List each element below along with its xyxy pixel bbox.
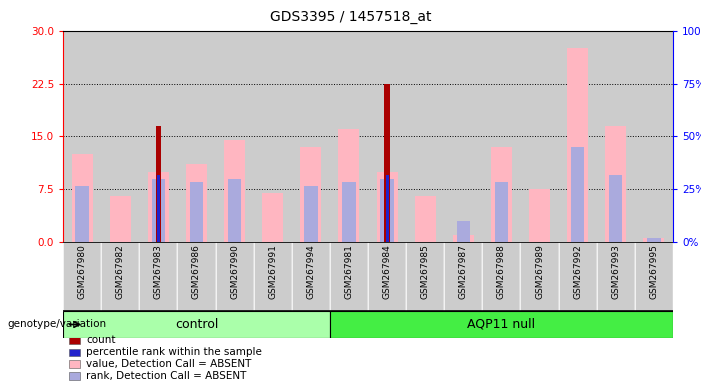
Bar xyxy=(157,175,160,242)
Bar xyxy=(381,179,394,242)
Bar xyxy=(456,221,470,242)
Bar xyxy=(63,242,101,311)
Bar xyxy=(177,242,216,311)
Text: GDS3395 / 1457518_at: GDS3395 / 1457518_at xyxy=(270,10,431,23)
Bar xyxy=(156,126,161,242)
Bar xyxy=(224,140,245,242)
Bar xyxy=(262,193,283,242)
Text: GSM267987: GSM267987 xyxy=(459,244,468,299)
Bar xyxy=(139,31,177,242)
Bar xyxy=(190,182,203,242)
Bar xyxy=(597,31,635,242)
Bar xyxy=(110,196,131,242)
Bar xyxy=(292,31,330,242)
Bar xyxy=(216,31,254,242)
Bar xyxy=(330,311,673,338)
Bar xyxy=(571,147,585,242)
Bar xyxy=(228,179,241,242)
Bar xyxy=(254,31,292,242)
Bar xyxy=(342,182,355,242)
Text: GSM267980: GSM267980 xyxy=(78,244,87,299)
Bar xyxy=(300,147,321,242)
Text: GSM267984: GSM267984 xyxy=(383,244,392,299)
Bar xyxy=(139,242,177,311)
Text: GSM267990: GSM267990 xyxy=(230,244,239,299)
Bar xyxy=(635,242,673,311)
Bar xyxy=(148,172,169,242)
Bar xyxy=(559,31,597,242)
Bar xyxy=(453,235,474,242)
Bar xyxy=(63,311,330,338)
Bar xyxy=(69,372,80,380)
Text: GSM267993: GSM267993 xyxy=(611,244,620,299)
Text: GSM267988: GSM267988 xyxy=(497,244,506,299)
Bar xyxy=(254,242,292,311)
Bar xyxy=(216,242,254,311)
Bar xyxy=(491,147,512,242)
Text: GSM267991: GSM267991 xyxy=(268,244,277,299)
Bar xyxy=(304,185,318,242)
Bar xyxy=(406,31,444,242)
Bar xyxy=(330,242,368,311)
Bar xyxy=(444,31,482,242)
Bar xyxy=(605,126,626,242)
Bar xyxy=(339,129,360,242)
Bar xyxy=(495,182,508,242)
Bar xyxy=(597,242,635,311)
Bar xyxy=(520,31,559,242)
Text: GSM267992: GSM267992 xyxy=(573,244,582,299)
Text: AQP11 null: AQP11 null xyxy=(468,318,536,331)
Bar xyxy=(151,179,165,242)
Bar xyxy=(635,31,673,242)
Bar xyxy=(444,242,482,311)
Text: count: count xyxy=(86,335,116,345)
Bar xyxy=(292,242,330,311)
Bar xyxy=(609,175,622,242)
Text: GSM267994: GSM267994 xyxy=(306,244,315,299)
Bar xyxy=(529,189,550,242)
Bar xyxy=(63,31,101,242)
Text: genotype/variation: genotype/variation xyxy=(7,319,106,329)
Bar xyxy=(567,48,588,242)
Bar xyxy=(384,84,390,242)
Bar xyxy=(644,238,665,242)
Text: GSM267986: GSM267986 xyxy=(192,244,201,299)
Bar xyxy=(520,242,559,311)
Bar xyxy=(376,172,397,242)
Bar xyxy=(177,31,216,242)
Bar xyxy=(72,154,93,242)
Text: value, Detection Call = ABSENT: value, Detection Call = ABSENT xyxy=(86,359,252,369)
Bar xyxy=(406,242,444,311)
Bar xyxy=(647,238,660,242)
Text: rank, Detection Call = ABSENT: rank, Detection Call = ABSENT xyxy=(86,371,247,381)
Text: GSM267981: GSM267981 xyxy=(344,244,353,299)
Text: GSM267982: GSM267982 xyxy=(116,244,125,299)
Bar xyxy=(415,196,436,242)
Text: GSM267989: GSM267989 xyxy=(535,244,544,299)
Bar xyxy=(101,31,139,242)
Text: GSM267985: GSM267985 xyxy=(421,244,430,299)
Bar xyxy=(368,242,406,311)
Bar xyxy=(482,242,520,311)
Text: control: control xyxy=(175,318,218,331)
Text: percentile rank within the sample: percentile rank within the sample xyxy=(86,347,262,357)
Bar xyxy=(186,164,207,242)
Bar xyxy=(330,31,368,242)
Bar xyxy=(69,349,80,356)
Bar xyxy=(368,31,406,242)
Bar xyxy=(386,175,388,242)
Bar xyxy=(101,242,139,311)
Bar xyxy=(482,31,520,242)
Bar xyxy=(69,361,80,368)
Text: GSM267995: GSM267995 xyxy=(649,244,658,299)
Bar xyxy=(69,336,80,344)
Bar xyxy=(559,242,597,311)
Bar xyxy=(76,185,89,242)
Text: GSM267983: GSM267983 xyxy=(154,244,163,299)
